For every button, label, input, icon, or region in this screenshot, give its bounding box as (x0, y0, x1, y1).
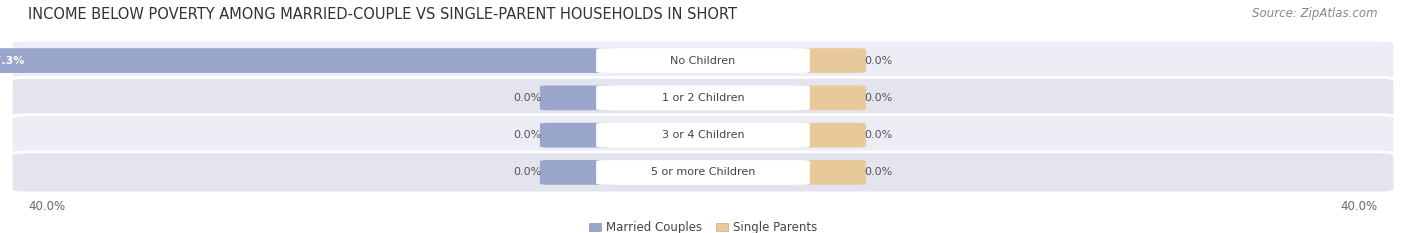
FancyBboxPatch shape (793, 160, 866, 185)
FancyBboxPatch shape (793, 123, 866, 147)
FancyBboxPatch shape (596, 48, 810, 73)
Text: 0.0%: 0.0% (513, 168, 541, 177)
FancyBboxPatch shape (793, 86, 866, 110)
Text: 0.0%: 0.0% (865, 130, 893, 140)
Text: Source: ZipAtlas.com: Source: ZipAtlas.com (1253, 7, 1378, 20)
Text: 0.0%: 0.0% (865, 93, 893, 103)
FancyBboxPatch shape (793, 48, 866, 73)
FancyBboxPatch shape (11, 40, 1395, 81)
FancyBboxPatch shape (11, 77, 1395, 118)
Text: 0.0%: 0.0% (513, 93, 541, 103)
FancyBboxPatch shape (596, 86, 810, 110)
FancyBboxPatch shape (540, 123, 613, 147)
FancyBboxPatch shape (540, 86, 613, 110)
Text: No Children: No Children (671, 56, 735, 65)
FancyBboxPatch shape (11, 115, 1395, 156)
FancyBboxPatch shape (596, 160, 810, 185)
FancyBboxPatch shape (0, 48, 613, 73)
Text: 0.0%: 0.0% (865, 168, 893, 177)
FancyBboxPatch shape (11, 152, 1395, 193)
Text: 37.3%: 37.3% (0, 56, 25, 65)
FancyBboxPatch shape (596, 123, 810, 147)
Text: INCOME BELOW POVERTY AMONG MARRIED-COUPLE VS SINGLE-PARENT HOUSEHOLDS IN SHORT: INCOME BELOW POVERTY AMONG MARRIED-COUPL… (28, 7, 737, 22)
Text: 1 or 2 Children: 1 or 2 Children (662, 93, 744, 103)
Text: 3 or 4 Children: 3 or 4 Children (662, 130, 744, 140)
Text: 0.0%: 0.0% (513, 130, 541, 140)
Text: 40.0%: 40.0% (28, 200, 65, 213)
Legend: Married Couples, Single Parents: Married Couples, Single Parents (585, 216, 821, 233)
FancyBboxPatch shape (540, 160, 613, 185)
Text: 0.0%: 0.0% (865, 56, 893, 65)
Text: 40.0%: 40.0% (1341, 200, 1378, 213)
Text: 5 or more Children: 5 or more Children (651, 168, 755, 177)
